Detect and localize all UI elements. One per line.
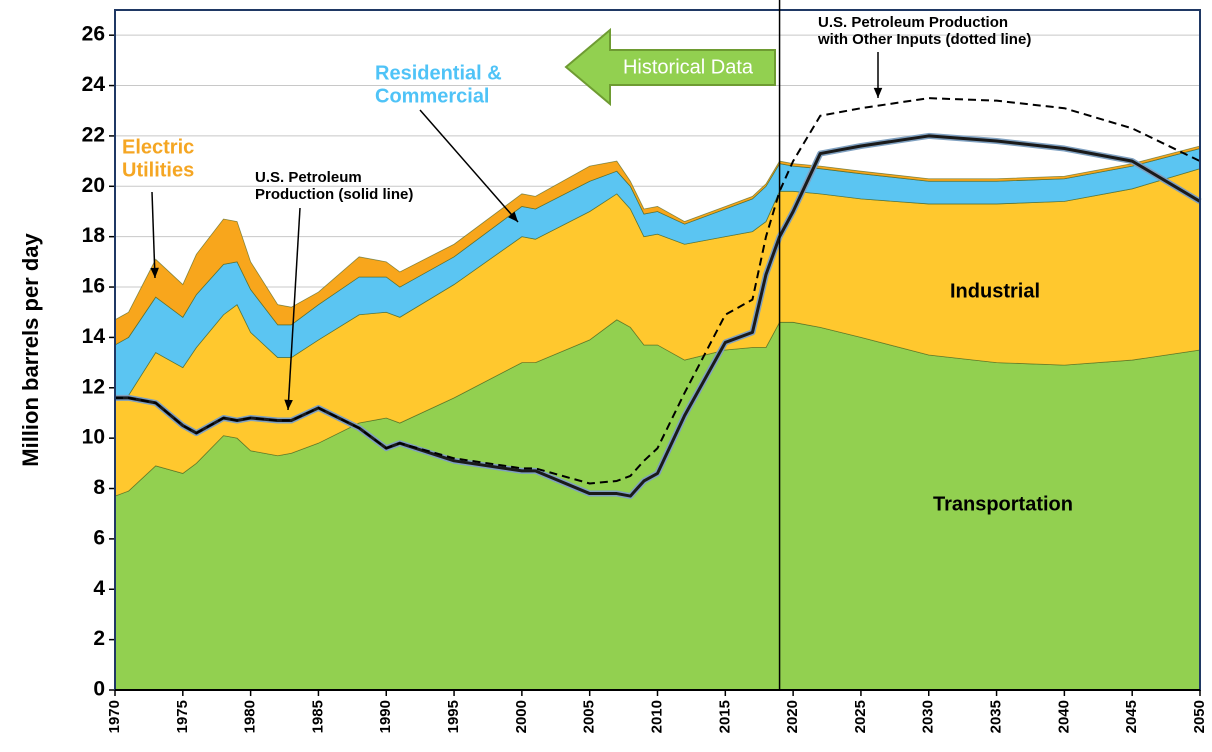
annotation: Commercial — [375, 85, 490, 107]
y-axis-label: Million barrels per day — [18, 232, 43, 466]
annotation: Industrial — [950, 280, 1040, 302]
line — [115, 97, 1201, 485]
annotation-arrow — [287, 207, 301, 411]
annotation: U.S. Petroleum Production — [818, 14, 1008, 31]
annotation: Utilities — [122, 159, 194, 181]
x-tick-label: 1980 — [242, 700, 259, 733]
arrow-head — [150, 267, 159, 278]
arrow-head — [284, 399, 293, 410]
y-tick-label: 24 — [82, 73, 106, 96]
annotation: with Other Inputs (dotted line) — [817, 31, 1031, 48]
y-tick-label: 26 — [82, 23, 105, 46]
x-tick-label: 2000 — [513, 700, 530, 733]
x-tick-label: 2025 — [852, 700, 869, 733]
x-tick-label: 2030 — [920, 700, 937, 733]
x-tick-label: 2010 — [648, 700, 665, 733]
x-tick-label: 2005 — [581, 700, 598, 733]
x-tick-label: 2045 — [1123, 700, 1140, 733]
y-tick-label: 20 — [82, 174, 105, 197]
x-tick-label: 2040 — [1055, 700, 1072, 733]
x-tick-label: 2020 — [784, 700, 801, 733]
y-tick-label: 6 — [93, 526, 105, 549]
x-tick-label: 1985 — [309, 700, 326, 733]
y-tick-label: 18 — [82, 224, 106, 247]
y-tick-label: 0 — [93, 678, 105, 701]
annotation-arrow — [419, 109, 519, 223]
annotation: Production (solid line) — [255, 186, 413, 203]
annotation: Electric — [122, 136, 194, 158]
arrow-head — [873, 87, 883, 98]
x-tick-label: 2050 — [1191, 700, 1208, 733]
historical-arrow — [564, 27, 776, 107]
x-tick-label: 1995 — [445, 700, 462, 733]
x-tick-label: 2015 — [716, 700, 733, 733]
annotation-arrow — [151, 191, 156, 279]
x-tick-label: 1990 — [377, 700, 394, 733]
x-tick-label: 1975 — [174, 700, 191, 733]
x-tick-label: 1970 — [106, 700, 123, 733]
y-tick-label: 14 — [82, 325, 106, 348]
annotation: U.S. Petroleum — [255, 169, 362, 186]
annotation: Transportation — [933, 493, 1073, 515]
y-tick-label: 8 — [93, 476, 105, 499]
annotation: Residential & — [375, 62, 502, 84]
arrow-head — [508, 211, 518, 222]
y-tick-label: 16 — [82, 275, 105, 298]
y-tick-label: 22 — [82, 123, 105, 146]
y-tick-label: 12 — [82, 375, 105, 398]
historical-label: Historical Data — [623, 56, 754, 78]
y-tick-label: 10 — [82, 426, 105, 449]
y-tick-label: 4 — [93, 577, 105, 600]
y-tick-label: 2 — [93, 627, 105, 650]
x-tick-label: 2035 — [988, 700, 1005, 733]
